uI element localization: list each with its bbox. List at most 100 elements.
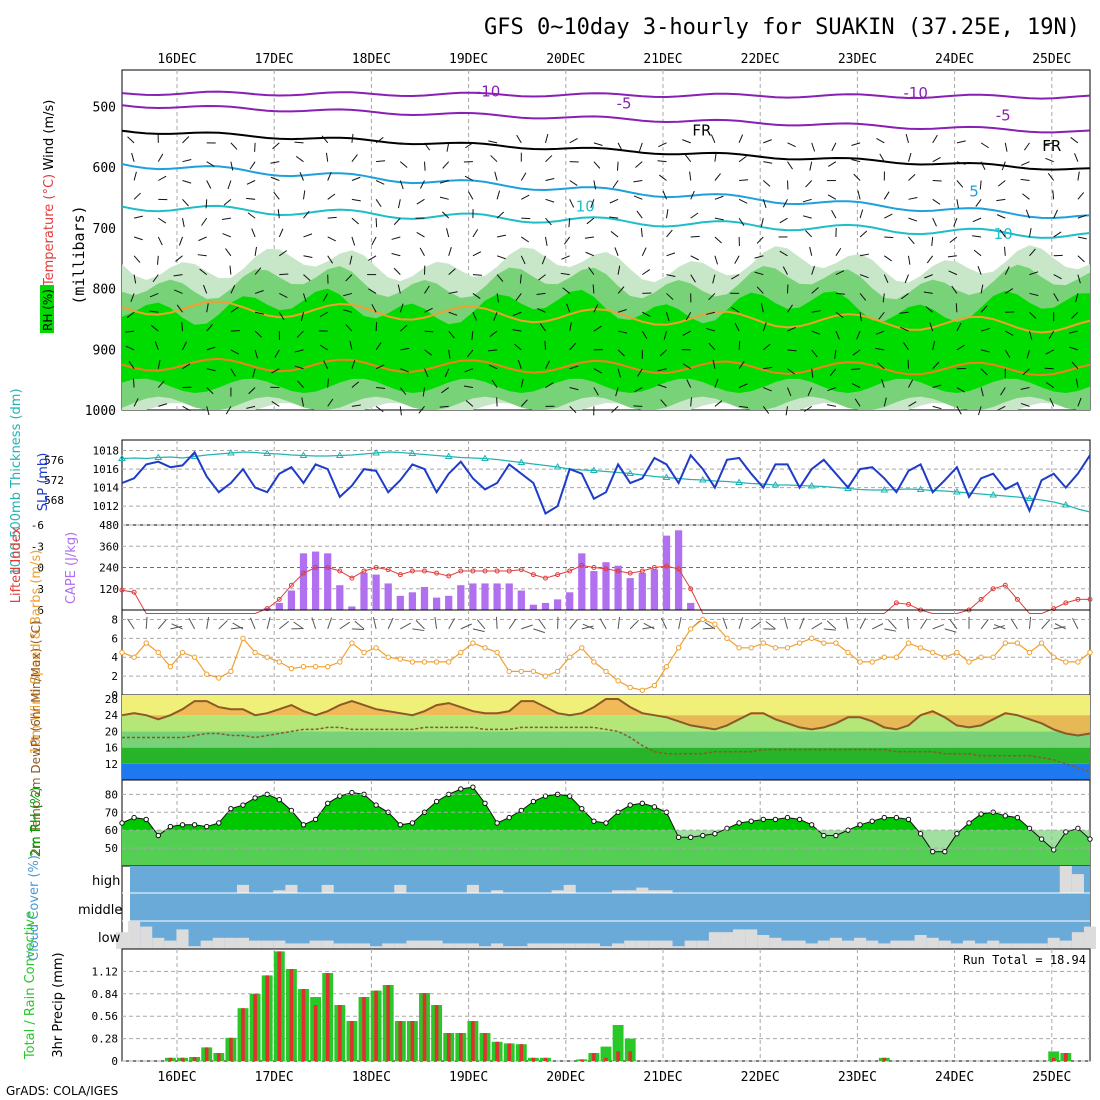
wind-barb-10m [415,620,425,630]
wind-barb [520,255,526,265]
cloud-bar-low [1023,943,1036,949]
wind-barb [787,387,792,397]
wind-barb [1077,214,1087,219]
wind-barb [859,209,864,219]
wind-barb [496,211,505,219]
li-tick: 0 [37,562,44,575]
wind-barb [206,180,212,189]
wind-tick: 2 [111,670,118,683]
wind-speed-point [772,645,779,651]
wind-barb [972,235,982,238]
wind-barb [496,255,506,260]
wind-barb [689,171,692,181]
wind-barb-10m [617,616,621,629]
wind-barb [472,312,478,321]
rh-point [579,805,585,812]
wind-barb [465,142,474,149]
wind-barb [738,340,741,350]
cape-bar [650,569,659,610]
rh-point [191,822,198,828]
wind-barb [956,387,965,393]
wind-barb [351,404,361,407]
wind-barb-10m [799,617,805,630]
wind-barb [739,405,749,408]
wind-barb [1029,248,1036,257]
wind-barb [956,140,966,144]
wind-barb [152,274,159,283]
wind-barb [908,152,912,162]
wind-barb [1029,271,1039,276]
wind-barb [564,236,571,245]
wind-barb [762,406,770,414]
wind-speed-point [1075,659,1081,665]
wind-barb [633,180,643,183]
wind-barb [708,342,716,351]
wind-speed-point [312,663,319,670]
wind-speed-point [869,659,875,665]
wind-barb [731,307,740,313]
cloud-bar-low [382,943,395,949]
wind-barb-10m [678,617,682,629]
temp-tick: 20 [105,725,118,738]
wind-barb [615,387,619,397]
cloud-bar-low [551,943,564,949]
wind-barb [883,274,889,284]
lifted-index-point [615,568,621,574]
wind-barb-10m [521,624,533,630]
wind-barb-10m [581,625,594,630]
cloud-bar-low [733,929,746,949]
ylabel-lifted-index: Lifted Index [9,526,24,603]
date-label-top: 23DEC [838,52,877,67]
cloud-bar-low [466,943,479,949]
precip-convective-bar [1051,1057,1056,1061]
lifted-index-point [676,566,682,572]
wind-barb [496,190,501,200]
wind-speed-point [458,649,464,656]
rh-point [712,831,718,837]
wind-barb [521,236,530,243]
wind-barb [923,291,933,294]
wind-barb [756,236,764,244]
contour-label: -10 [903,84,928,102]
li-tick: -3 [31,540,44,553]
rh-point [651,804,658,810]
wind-barb [951,285,958,294]
wind-barb [273,191,280,200]
lifted-index-point [337,568,343,574]
rh-point [216,820,222,826]
wind-barb-10m [372,617,377,630]
cloud-bar-high [660,890,673,893]
wind-barb [472,274,482,276]
wind-barb [779,217,788,224]
wind-barb [586,217,595,225]
wind-barb-10m [538,618,546,630]
lifted-index-point [664,563,669,569]
wind-barb [666,209,669,219]
wind-barb [1074,153,1079,162]
wind-barb [182,218,185,228]
wind-barb [246,405,256,409]
wind-barb [811,142,816,152]
wind-speed-point [494,649,500,656]
wind-barb [399,387,407,395]
wind-barb [908,379,914,388]
rh-point [966,820,972,826]
wind-barb [1049,397,1055,407]
wind-barb [254,349,259,359]
wind-barb [271,368,280,374]
rh-point [748,818,754,824]
wind-barb [368,255,377,261]
wind-barb [206,406,210,416]
rh-point [942,848,948,855]
wind-barb [809,246,813,256]
wind-barb [182,363,191,370]
wind-barb [1020,178,1030,181]
wind-barb [1023,142,1030,151]
rh-point [627,802,633,808]
wind-barb [762,343,771,351]
wind-barb [466,349,474,358]
cloud-bar-low [938,940,951,949]
precip-convective-bar [616,1051,620,1061]
wind-barb [488,349,498,352]
cloud-bar-low [829,937,842,949]
